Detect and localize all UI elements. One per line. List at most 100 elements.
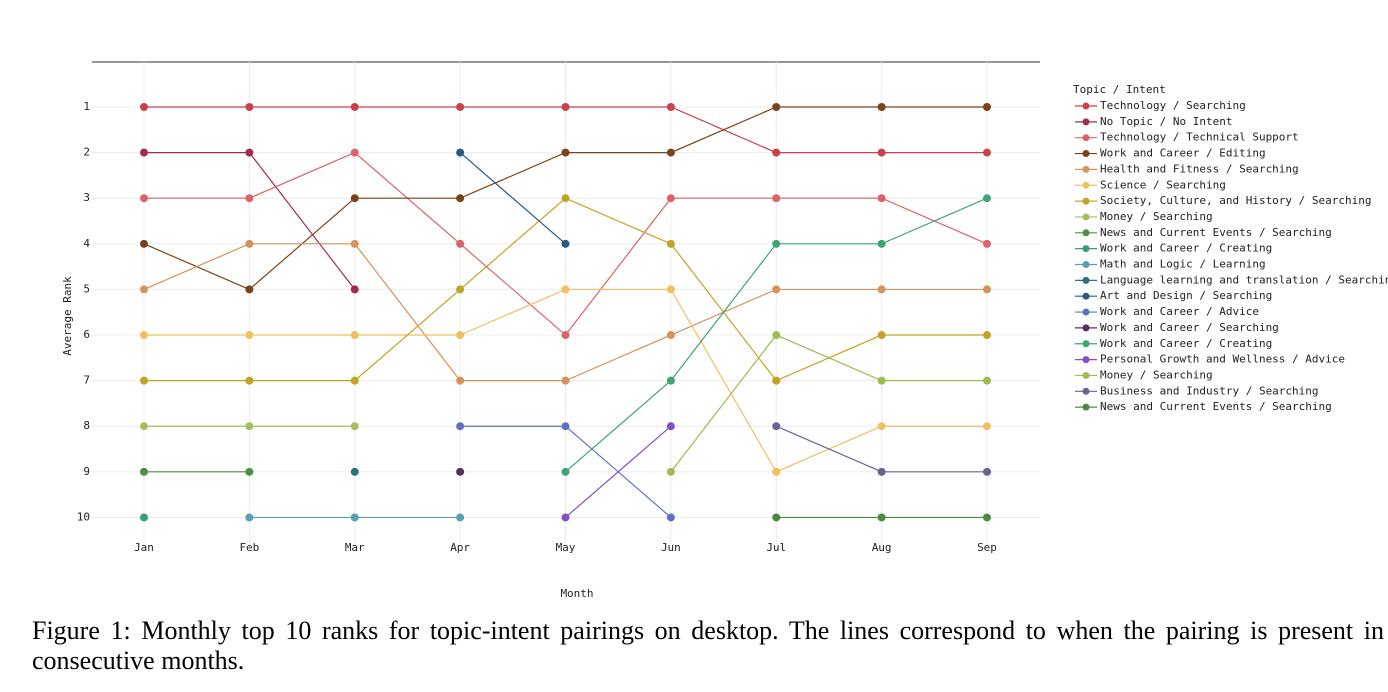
legend-entry: Technology / Technical Support xyxy=(1100,131,1299,144)
x-tick-label: Jun xyxy=(661,541,681,554)
data-point xyxy=(456,285,465,294)
data-point xyxy=(140,331,148,340)
legend-entry: Health and Fitness / Searching xyxy=(1100,162,1299,175)
legend-entry: Technology / Searching xyxy=(1100,99,1246,112)
y-tick-label: 7 xyxy=(83,374,90,387)
data-point xyxy=(877,331,886,340)
legend-swatch-dot xyxy=(1082,213,1090,221)
data-point xyxy=(666,376,675,385)
data-point xyxy=(350,194,359,203)
data-point xyxy=(350,331,359,340)
legend-entry: Math and Logic / Learning xyxy=(1100,258,1266,271)
data-point xyxy=(983,513,991,522)
data-point xyxy=(245,148,254,157)
series-line xyxy=(459,152,566,245)
data-point xyxy=(456,467,465,476)
x-tick-label: Feb xyxy=(239,541,259,554)
x-tick-label: Aug xyxy=(872,541,892,554)
data-point xyxy=(983,376,991,385)
data-point xyxy=(983,103,991,112)
legend-entry: Work and Career / Creating xyxy=(1100,337,1272,350)
data-point xyxy=(245,285,254,294)
data-point xyxy=(877,285,886,294)
x-tick-label: Jan xyxy=(134,541,154,554)
data-point xyxy=(456,148,465,157)
data-point xyxy=(456,376,465,385)
data-point xyxy=(772,422,781,431)
chart: Average Rank Month Topic / Intent 1 2 3 4 5 6… xyxy=(61,61,1388,600)
data-point xyxy=(350,148,359,157)
legend-swatch-dot xyxy=(1082,276,1090,284)
data-point xyxy=(140,376,148,385)
data-point xyxy=(877,239,886,248)
data-point xyxy=(666,513,675,522)
data-point xyxy=(666,239,675,248)
legend-swatch-dot xyxy=(1082,229,1090,237)
data-point xyxy=(245,376,254,385)
data-point xyxy=(877,422,886,431)
data-point xyxy=(140,239,148,248)
y-tick-label: 2 xyxy=(83,146,90,159)
legend-swatch-dot xyxy=(1082,324,1090,332)
data-point xyxy=(456,194,465,203)
legend-swatch-dot xyxy=(1082,403,1090,411)
data-point xyxy=(877,376,886,385)
data-point xyxy=(561,239,570,248)
data-point xyxy=(350,422,359,431)
x-tick-label: Sep xyxy=(977,541,997,554)
data-point xyxy=(561,376,570,385)
data-point xyxy=(877,194,886,203)
legend-swatch-dot xyxy=(1082,387,1090,395)
x-tick-label: Jul xyxy=(766,541,786,554)
legend-swatch-dot xyxy=(1082,150,1090,158)
legend-entry: Language learning and translation / Sear… xyxy=(1100,273,1388,286)
data-point xyxy=(666,194,675,203)
legend-entry: Work and Career / Advice xyxy=(1100,305,1259,318)
data-point xyxy=(772,194,781,203)
data-point xyxy=(561,331,570,340)
y-tick-label: 9 xyxy=(83,465,90,478)
data-point xyxy=(772,103,781,112)
data-point xyxy=(666,467,675,476)
data-point xyxy=(350,285,359,294)
y-tick-label: 5 xyxy=(83,282,90,295)
data-point xyxy=(245,422,254,431)
y-tick-label: 1 xyxy=(83,100,90,113)
data-point xyxy=(772,467,781,476)
data-point xyxy=(456,513,465,522)
data-point xyxy=(245,467,254,476)
data-point xyxy=(983,239,991,248)
data-point xyxy=(140,194,148,203)
data-point xyxy=(456,103,465,112)
data-point xyxy=(983,148,991,157)
legend-entry: Work and Career / Searching xyxy=(1100,321,1279,334)
data-point xyxy=(561,422,570,431)
data-point xyxy=(140,422,148,431)
legend-swatch-dot xyxy=(1082,165,1090,173)
data-point xyxy=(983,331,991,340)
legend-swatch-dot xyxy=(1082,181,1090,189)
data-point xyxy=(666,148,675,157)
data-point xyxy=(877,513,886,522)
legend-swatch-dot xyxy=(1082,197,1090,205)
data-point xyxy=(456,422,465,431)
data-point xyxy=(245,103,254,112)
legend-entry: News and Current Events / Searching xyxy=(1100,226,1332,239)
data-point xyxy=(877,103,886,112)
legend-swatch-dot xyxy=(1082,245,1090,253)
y-tick-label: 10 xyxy=(77,510,90,523)
x-tick-label: Apr xyxy=(450,541,470,554)
legend-entry: Work and Career / Editing xyxy=(1100,147,1266,160)
data-point xyxy=(350,513,359,522)
legend-swatch-dot xyxy=(1082,356,1090,364)
data-point xyxy=(561,103,570,112)
data-point xyxy=(983,285,991,294)
data-point xyxy=(350,467,359,476)
data-point xyxy=(983,467,991,476)
data-point xyxy=(772,331,781,340)
y-tick-label: 4 xyxy=(83,237,90,250)
data-point xyxy=(245,513,254,522)
x-axis-label: Month xyxy=(560,587,593,600)
data-point xyxy=(666,285,675,294)
data-point xyxy=(350,103,359,112)
